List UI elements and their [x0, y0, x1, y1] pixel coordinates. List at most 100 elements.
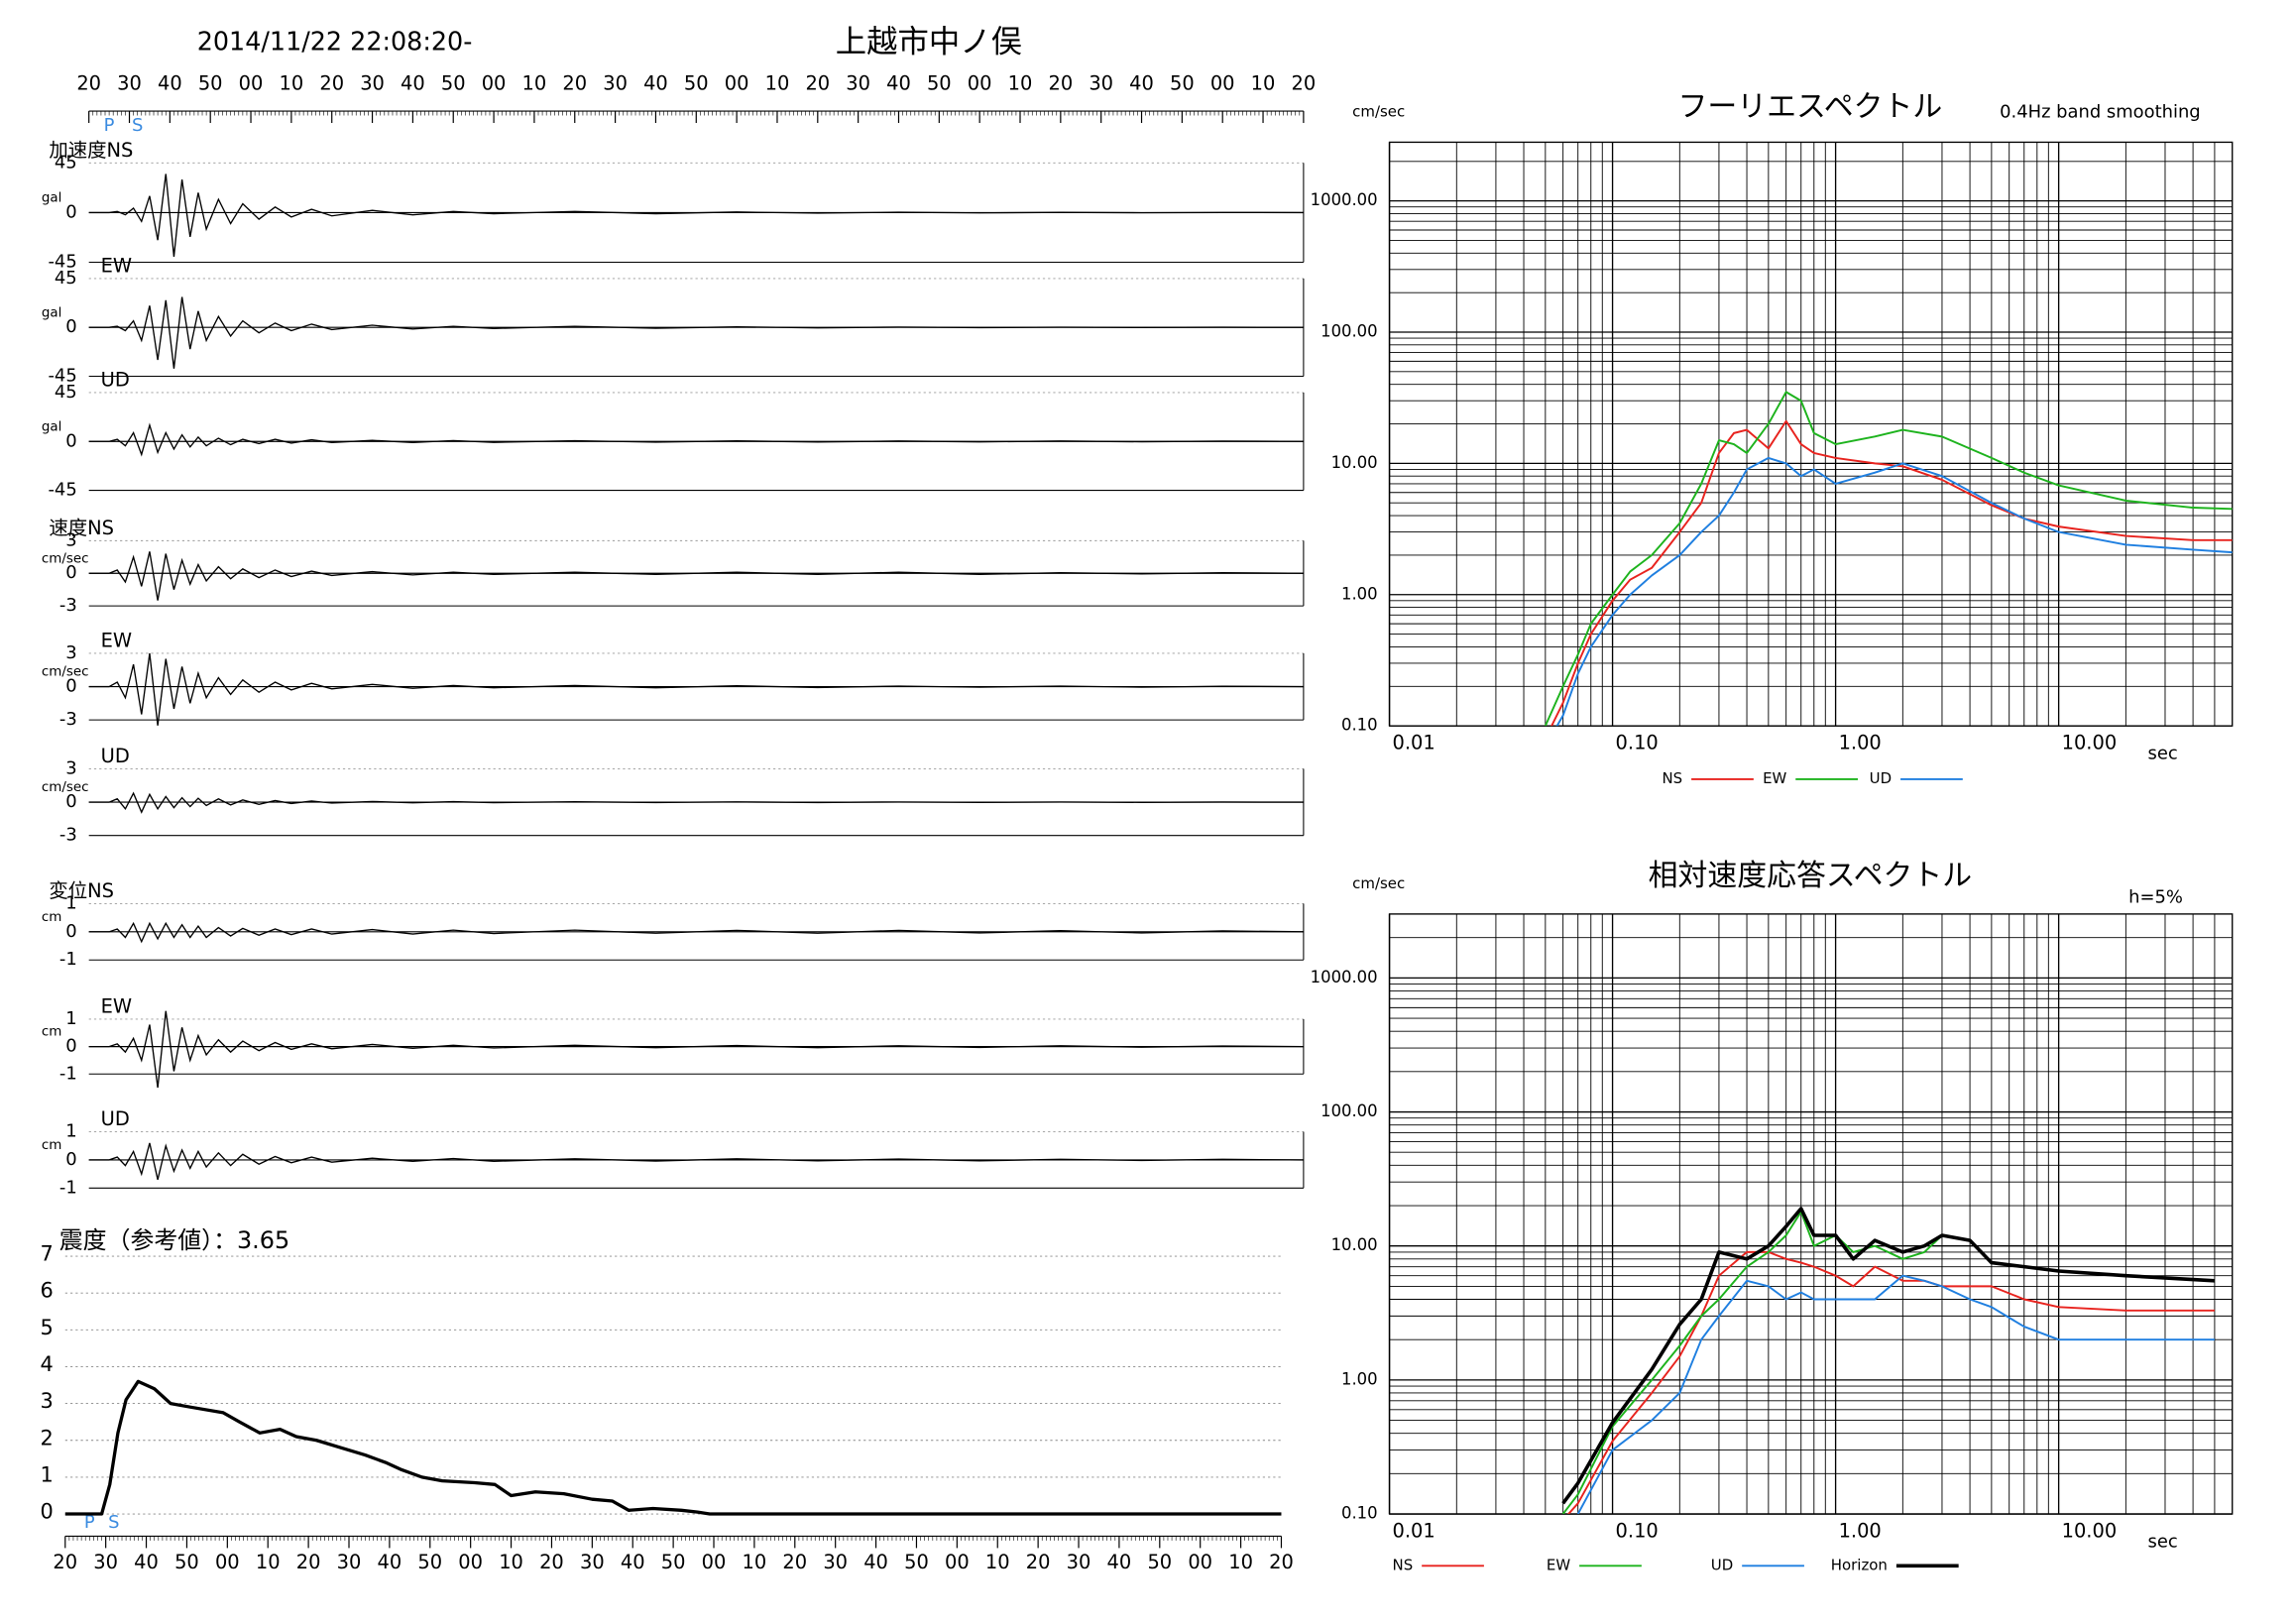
y-tick-label: 1	[65, 1008, 76, 1029]
x-tick-label: 40	[886, 72, 911, 95]
x-tick-label: 10.00	[2062, 1519, 2118, 1542]
x-tick-label: 00	[1210, 72, 1235, 95]
x-tick-label: 50	[1170, 72, 1195, 95]
y-tick-label: -45	[48, 251, 76, 272]
x-tick-label: 40	[863, 1551, 888, 1573]
y-tick-label: 45	[55, 152, 77, 173]
chart-title: フーリエスペクトル	[1677, 90, 1942, 125]
x-tick-label: 40	[643, 72, 668, 95]
y-axis-label: cm/sec	[1352, 103, 1405, 121]
y-tick-label: -1	[59, 1063, 77, 1084]
panel-title: EW	[101, 995, 132, 1018]
series-line	[1555, 456, 2233, 727]
unit-label: cm	[42, 1138, 61, 1153]
x-tick-label: 50	[441, 72, 466, 95]
x-tick-label: 40	[134, 1551, 159, 1573]
waveform-panel: EW -45 0 45 gal	[42, 254, 1305, 387]
chart-title: 震度（参考値）：3.65	[59, 1226, 289, 1254]
x-tick-label: 00	[702, 1551, 727, 1573]
chart-subtitle: h=5%	[2128, 886, 2183, 907]
x-tick-label: 10	[499, 1551, 523, 1573]
x-tick-label: 00	[458, 1551, 483, 1573]
y-axis-label: cm/sec	[1352, 874, 1405, 892]
series-line	[1566, 1250, 2215, 1515]
x-tick-label: 30	[117, 72, 142, 95]
y-tick-label: 0	[65, 921, 76, 942]
waveform	[88, 652, 1304, 726]
waveform	[88, 296, 1304, 369]
x-tick-label: 30	[580, 1551, 605, 1573]
y-tick-label: 1	[65, 892, 76, 913]
x-tick-label: 10	[522, 72, 547, 95]
waveform	[88, 174, 1304, 257]
x-tick-label: 50	[661, 1551, 686, 1573]
chart-subtitle: 0.4Hz band smoothing	[2000, 102, 2201, 123]
panel-title: 加速度NS	[49, 139, 133, 162]
x-tick-label: 10	[280, 72, 304, 95]
unit-label: cm/sec	[42, 665, 89, 680]
x-tick-label: 00	[945, 1551, 970, 1573]
x-tick-label: 50	[198, 72, 223, 95]
unit-label: cm/sec	[42, 780, 89, 795]
x-tick-label: 00	[1188, 1551, 1212, 1573]
legend-label: UD	[1711, 1556, 1733, 1573]
y-tick-label: 6	[41, 1279, 54, 1303]
y-tick-label: 0	[65, 201, 76, 222]
x-tick-label: 20	[1048, 72, 1073, 95]
x-tick-label: 30	[93, 1551, 118, 1573]
y-tick-label: 1000.00	[1311, 190, 1378, 209]
legend-label: NS	[1393, 1556, 1414, 1573]
waveform-panel: UD -45 0 45 gal	[42, 368, 1305, 501]
x-tick-label: 00	[725, 72, 749, 95]
panel-title: EW	[101, 254, 132, 277]
y-tick-label: 0	[65, 791, 76, 812]
legend-label: UD	[1870, 769, 1892, 787]
legend-label: EW	[1547, 1556, 1570, 1573]
plot-frame	[1388, 141, 2234, 727]
x-tick-label: 40	[1107, 1551, 1132, 1573]
y-tick-label: 1	[41, 1462, 54, 1486]
y-tick-label: 0	[41, 1500, 54, 1524]
phase-marker: S	[108, 1512, 119, 1533]
phase-marker: P	[84, 1512, 95, 1533]
x-tick-label: 30	[360, 72, 385, 95]
x-tick-label: 20	[1269, 1551, 1294, 1573]
y-tick-label: 3	[65, 642, 76, 663]
waveform-panel: EW -1 0 1 cm	[42, 995, 1305, 1089]
x-tick-label: 20	[296, 1551, 321, 1573]
x-tick-label: 0.01	[1393, 1519, 1435, 1542]
panel-title: UD	[101, 1107, 130, 1130]
x-tick-label: 40	[378, 1551, 402, 1573]
unit-label: cm/sec	[42, 551, 89, 566]
y-tick-label: 3	[41, 1389, 54, 1413]
x-tick-label: 0.01	[1393, 732, 1435, 754]
x-tick-label: 50	[1147, 1551, 1172, 1573]
y-tick-label: -45	[48, 480, 76, 501]
y-tick-label: -3	[59, 825, 77, 846]
panel-title: EW	[101, 629, 132, 651]
series-group	[1544, 391, 2233, 727]
minor-grid	[1389, 913, 2233, 1515]
series-group	[1561, 1207, 2216, 1515]
series-line	[1561, 1207, 2216, 1505]
y-tick-label: 1.00	[1341, 584, 1378, 603]
waveform	[88, 422, 1304, 457]
x-tick-label: 20	[562, 72, 587, 95]
series-line	[1544, 391, 2233, 727]
minor-grid	[1389, 142, 2233, 727]
x-tick-label: 50	[904, 1551, 929, 1573]
x-tick-label: 10	[1251, 72, 1276, 95]
x-tick-label: 00	[239, 72, 264, 95]
y-tick-label: 45	[55, 382, 77, 403]
unit-label: gal	[42, 419, 61, 434]
y-tick-label: 10.00	[1331, 453, 1378, 472]
series-line	[1561, 1211, 2215, 1515]
phase-marker: P	[104, 115, 115, 136]
y-tick-label: 1000.00	[1311, 968, 1378, 986]
y-tick-label: 0	[65, 316, 76, 337]
y-tick-label: 0	[65, 562, 76, 583]
chart-title: 相対速度応答スペクトル	[1649, 859, 1973, 893]
x-tick-label: 20	[76, 72, 101, 95]
waveform	[88, 791, 1304, 814]
